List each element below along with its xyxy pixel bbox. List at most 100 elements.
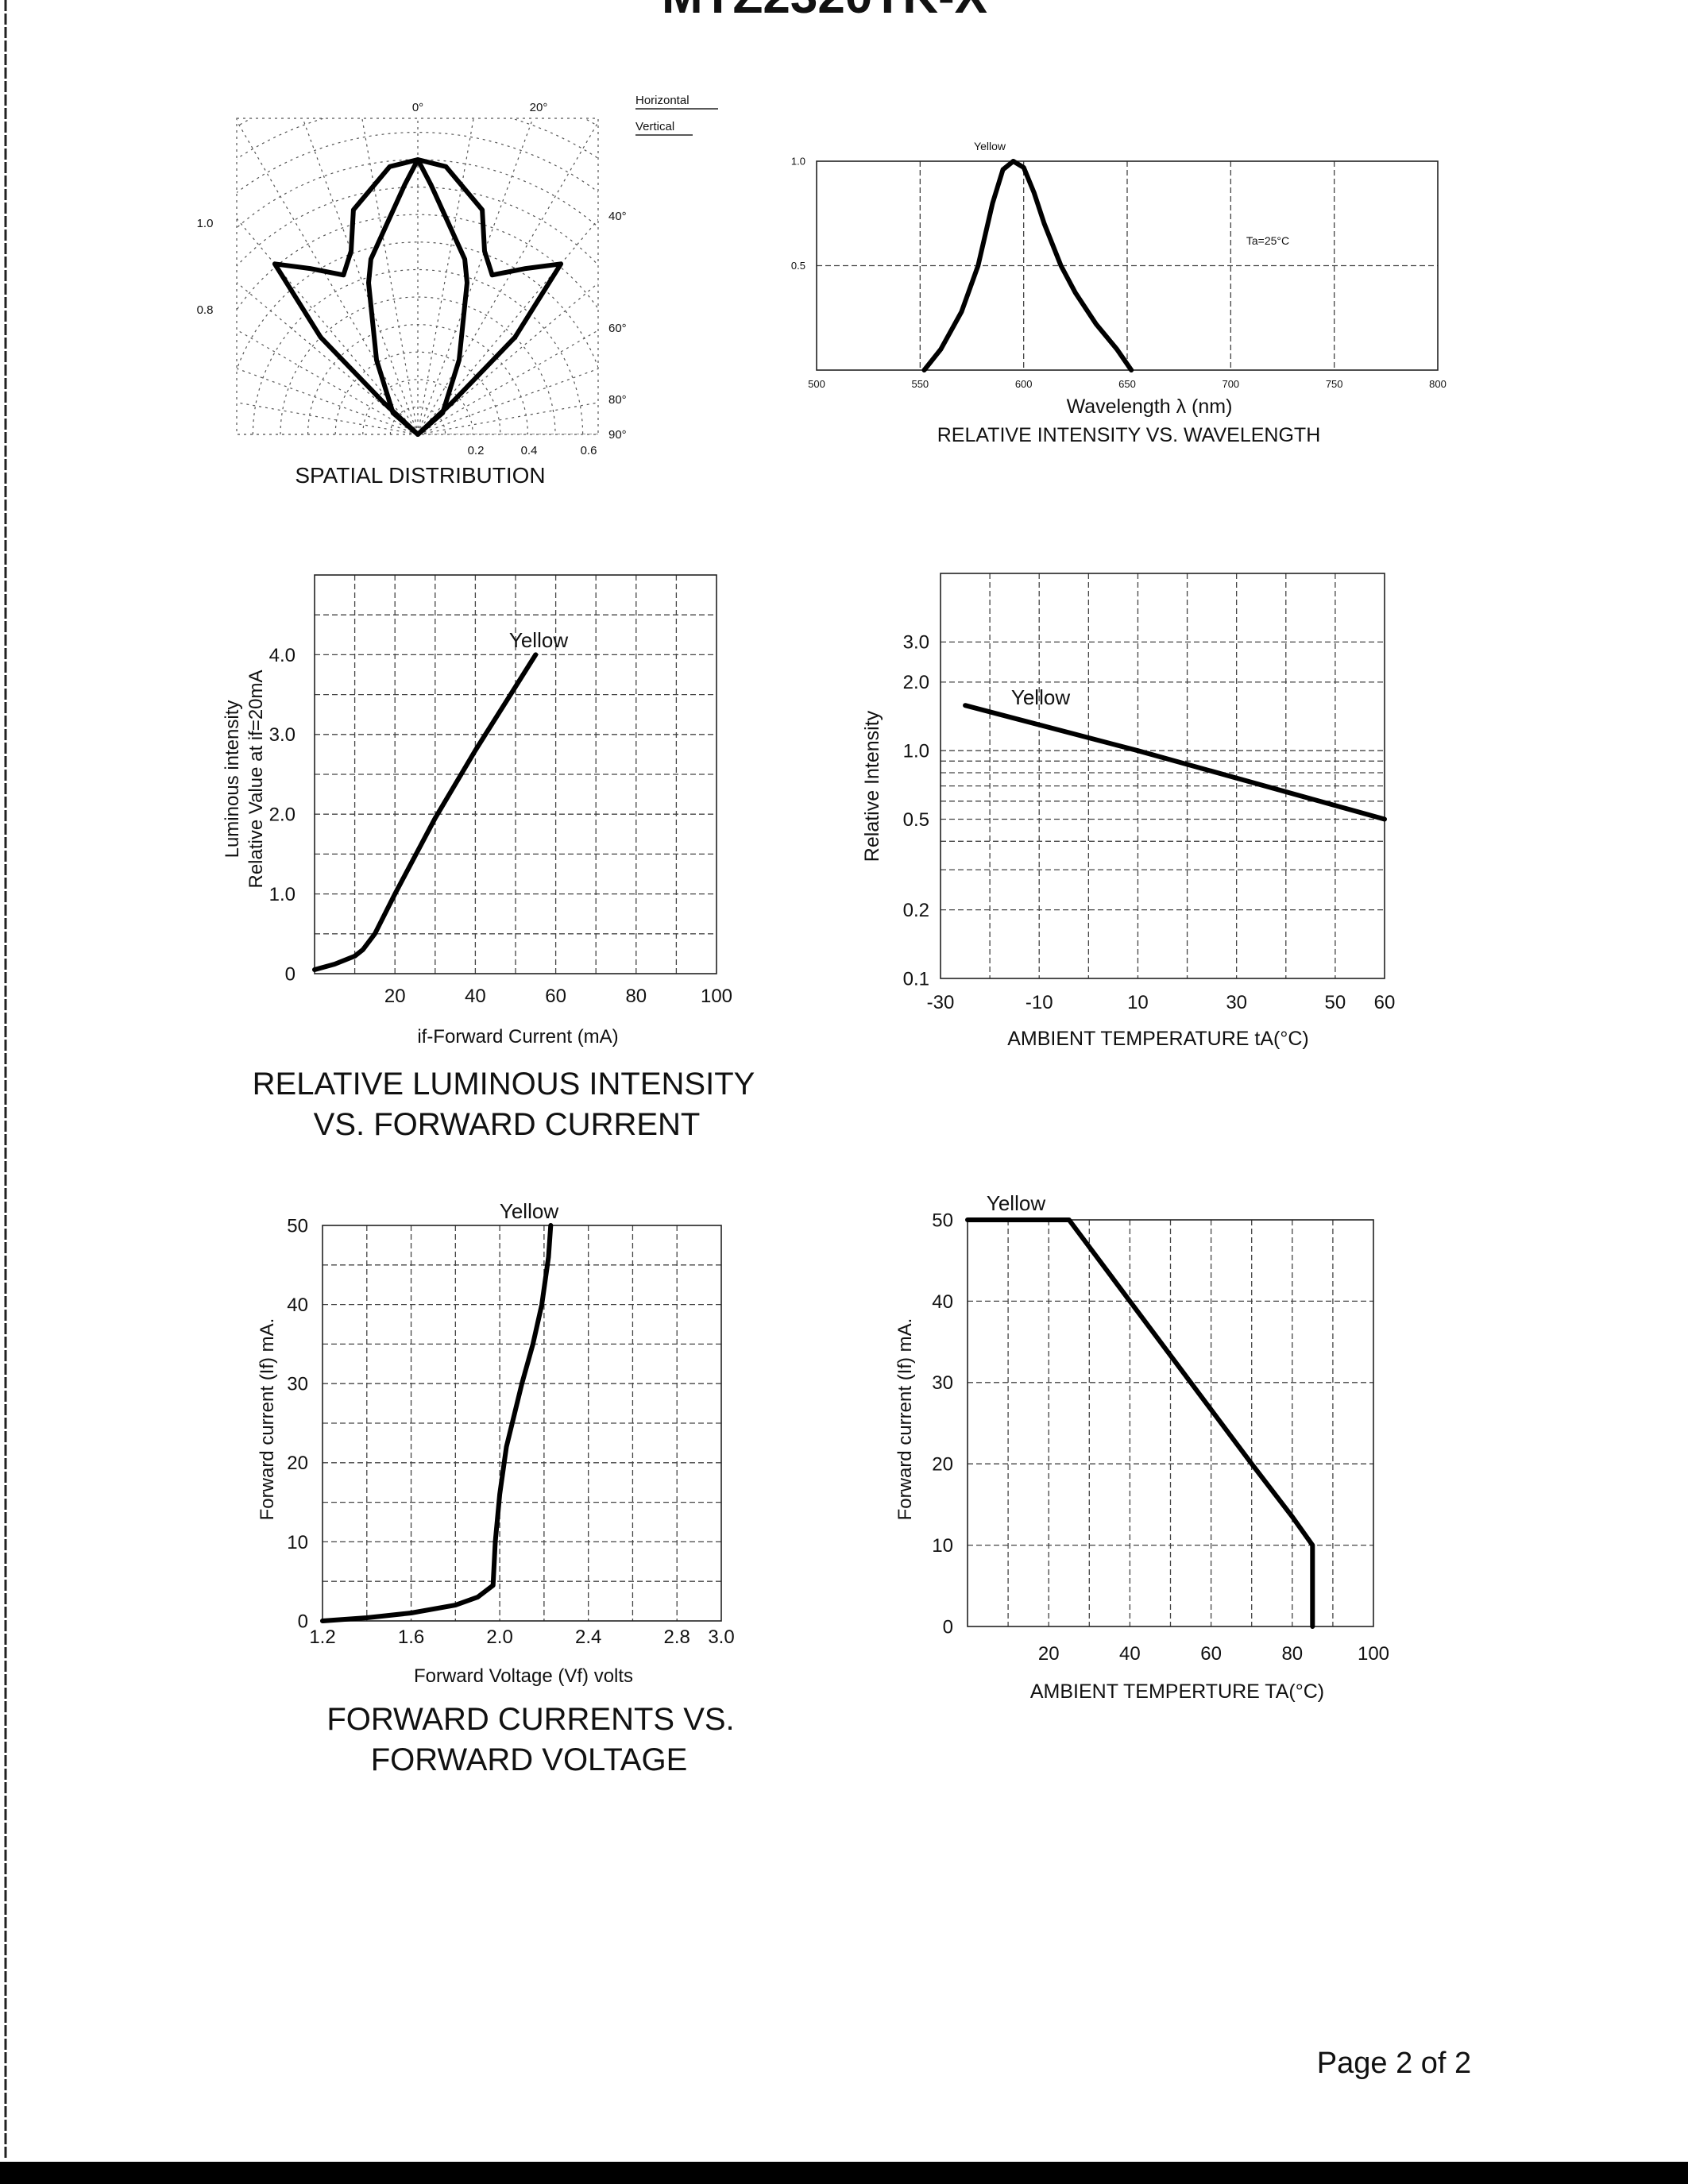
polar-grid-arc	[237, 214, 598, 311]
polar-grid-arc	[307, 324, 528, 434]
y-tick-label: 0	[298, 1611, 308, 1632]
x-tick-label: 50	[1325, 992, 1346, 1013]
y-tick-label: 50	[932, 1210, 953, 1231]
polar-grid-radial	[237, 218, 419, 434]
chart-title: RELATIVE LUMINOUS INTENSITY	[253, 1067, 755, 1102]
radial-label: 0.2	[468, 444, 485, 457]
polar-grid-radial	[417, 402, 598, 434]
polar-grid-radial	[417, 330, 598, 434]
polar-grid-radial	[237, 402, 419, 434]
radial-label: 0.6	[581, 444, 597, 457]
x-tick-label: 80	[625, 986, 647, 1007]
y-tick-label: 50	[287, 1215, 308, 1237]
radial-label: 0.8	[197, 303, 214, 317]
y-tick-label: 1.0	[791, 156, 805, 168]
y-axis-label: Luminous intensity	[222, 700, 243, 859]
x-axis-label: AMBIENT TEMPERATURE tA(°C)	[1007, 1028, 1308, 1050]
polar-grid-arc	[237, 187, 598, 267]
relative-intensity-vs-wavelength-chart: Yellow Ta=25°C Wavelength λ (nm) RELATIV…	[791, 140, 1447, 446]
y-tick-label: 40	[287, 1295, 308, 1316]
x-tick-label: 800	[1429, 378, 1447, 390]
series-label: Yellow	[509, 628, 568, 652]
series-line-yellow	[312, 652, 539, 972]
polar-series-horizontal	[272, 157, 564, 437]
radial-label: 1.0	[197, 217, 214, 230]
polar-grid-radial	[417, 121, 598, 434]
plot-frame	[322, 1225, 722, 1622]
luminous-intensity-vs-forward-current-chart: Yellow Luminous intensity Relative Value…	[222, 574, 755, 1142]
y-tick-label: 3.0	[269, 724, 295, 746]
polar-series-vertical	[366, 157, 469, 437]
y-tick-label: 3.0	[903, 632, 929, 654]
x-tick-label: 100	[701, 986, 732, 1007]
x-tick-label: 40	[1119, 1643, 1141, 1665]
plot-frame	[816, 160, 1439, 371]
series-line-yellow	[963, 703, 1387, 822]
x-tick-label: 650	[1118, 378, 1136, 390]
y-axis-label: Relative Intensity	[861, 710, 883, 862]
series-line-yellow	[320, 1223, 554, 1623]
x-tick-label: 1.6	[398, 1626, 424, 1648]
y-axis-label: Forward current (If) mA.	[257, 1318, 278, 1521]
y-tick-label: 2.0	[903, 672, 929, 693]
relative-intensity-vs-temperature-chart: Yellow Relative Intensity AMBIENT TEMPER…	[861, 573, 1395, 1050]
y-tick-label: 30	[287, 1374, 308, 1395]
series-label: Yellow	[1011, 685, 1070, 709]
page-number: Page 2 of 2	[1317, 2047, 1471, 2080]
y-tick-label: 1.0	[903, 741, 929, 762]
x-tick-label: 750	[1326, 378, 1343, 390]
chart-title: FORWARD CURRENTS VS.	[326, 1702, 734, 1737]
angle-label: 90°	[608, 428, 627, 442]
x-tick-label: 3.0	[708, 1626, 734, 1648]
chart-title: VS. FORWARD CURRENT	[314, 1107, 701, 1142]
polar-grid-radial	[237, 329, 419, 434]
y-tick-label: 0.2	[903, 900, 929, 921]
polar-grid-arc	[362, 379, 473, 434]
y-tick-label: 0.5	[791, 260, 805, 272]
forward-current-vs-forward-voltage-chart: Yellow Forward current (If) mA. Forward …	[257, 1199, 735, 1777]
plot-frame	[940, 573, 1385, 979]
y-tick-label: 10	[932, 1535, 953, 1557]
document-title: MTZ2320TK-X	[662, 0, 987, 24]
series-label: Yellow	[987, 1191, 1045, 1215]
y-tick-label: 2.0	[269, 805, 295, 826]
series-label: Yellow	[500, 1199, 558, 1223]
polar-grid-arc	[334, 351, 501, 434]
x-tick-label: 2.4	[575, 1626, 601, 1648]
x-tick-label: 1.2	[309, 1626, 335, 1648]
x-tick-label: 600	[1015, 378, 1033, 390]
y-axis-label: Forward current (If) mA.	[894, 1318, 916, 1521]
polar-grid-radial	[237, 368, 419, 434]
page-bottom-bar	[0, 2162, 1688, 2184]
x-tick-label: 550	[911, 378, 929, 390]
x-tick-label: 2.8	[664, 1626, 690, 1648]
x-tick-label: 60	[1200, 1643, 1222, 1665]
x-axis-label: if-Forward Current (mA)	[417, 1026, 618, 1048]
plot-frame	[314, 574, 717, 974]
polar-grid-radial	[417, 368, 598, 434]
y-tick-label: 10	[287, 1532, 308, 1553]
x-tick-label: 100	[1358, 1643, 1389, 1665]
polar-grid-radial	[417, 282, 598, 434]
x-tick-label: 700	[1222, 378, 1239, 390]
y-tick-label: 0	[943, 1616, 953, 1638]
x-axis-label: Wavelength λ (nm)	[1067, 396, 1233, 418]
y-axis-label: Relative Value at if=20mA	[245, 669, 267, 888]
y-tick-label: 20	[932, 1454, 953, 1476]
polar-grid-radial	[417, 118, 474, 434]
y-tick-label: 40	[932, 1291, 953, 1313]
legend-horizontal: Horizontal	[635, 94, 689, 107]
x-tick-label: 20	[384, 986, 406, 1007]
polar-grid-radial	[237, 281, 419, 434]
x-tick-label: -30	[927, 992, 955, 1013]
forward-current-derating-chart: Yellow Forward current (If) mA. AMBIENT …	[894, 1191, 1389, 1703]
x-axis-label: Forward Voltage (Vf) volts	[414, 1665, 633, 1687]
y-tick-label: 0	[285, 963, 295, 985]
x-tick-label: 40	[465, 986, 486, 1007]
x-tick-label: 60	[545, 986, 566, 1007]
x-tick-label: 20	[1038, 1643, 1060, 1665]
spatial-distribution-chart: 0° 20° 40° 60° 80° 90° 1.0 0.8 0.2 0.4 0…	[197, 94, 718, 488]
y-tick-label: 1.0	[269, 884, 295, 905]
series-line-yellow	[965, 1217, 1315, 1629]
